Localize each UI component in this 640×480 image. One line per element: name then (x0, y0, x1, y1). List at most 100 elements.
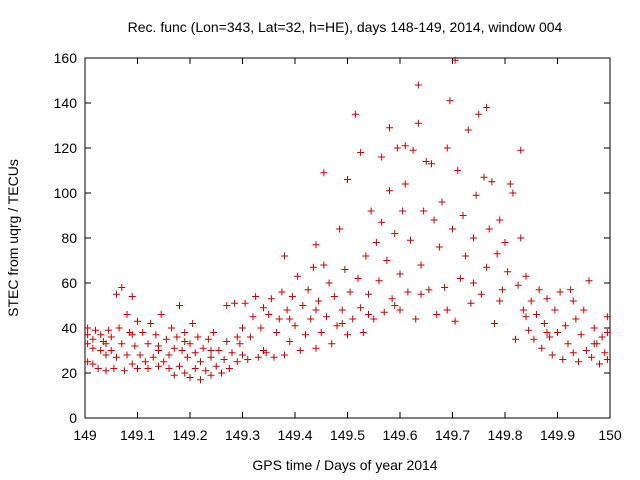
data-point (181, 329, 189, 336)
data-point (596, 360, 603, 368)
data-point (530, 335, 538, 343)
data-point (94, 365, 102, 372)
data-point (215, 347, 223, 354)
data-point (470, 279, 477, 287)
data-point (157, 311, 165, 318)
data-point (443, 144, 451, 152)
data-point (538, 344, 546, 352)
data-point (328, 340, 336, 348)
data-point (333, 322, 341, 330)
data-point (430, 216, 438, 224)
data-point (483, 104, 491, 111)
data-point (246, 333, 254, 341)
data-point (344, 176, 351, 183)
data-point (120, 367, 128, 375)
data-point (561, 322, 569, 330)
data-point (588, 353, 596, 361)
data-point (438, 198, 446, 206)
data-point (512, 335, 519, 343)
y-tick-label: 40 (61, 320, 77, 336)
data-point (483, 263, 491, 271)
y-tick-label: 0 (69, 410, 77, 426)
data-point (118, 340, 126, 348)
data-point (498, 286, 506, 294)
y-axis-label: STEC from uqrg / TECUs (5, 159, 21, 317)
data-point (220, 356, 228, 363)
data-point (493, 250, 501, 258)
data-point (543, 295, 551, 303)
data-point (370, 315, 378, 323)
x-tick-label: 149.9 (540, 427, 575, 443)
data-point (396, 306, 404, 314)
x-tick-label: 149.3 (225, 427, 260, 443)
data-point (207, 353, 215, 361)
data-point (197, 376, 204, 384)
data-point (446, 97, 454, 105)
data-point (89, 344, 97, 352)
data-point (477, 290, 485, 298)
data-point (590, 340, 598, 348)
data-point (496, 216, 504, 224)
data-point (286, 338, 294, 345)
data-point (236, 340, 244, 348)
data-point (312, 241, 320, 249)
data-point (409, 146, 417, 154)
data-point (320, 169, 328, 177)
data-point (254, 353, 262, 361)
data-point (168, 324, 176, 332)
data-point (144, 340, 152, 348)
data-point (176, 302, 183, 309)
data-point (540, 320, 548, 327)
data-point (202, 367, 210, 375)
data-point (97, 347, 105, 354)
data-point (312, 344, 320, 352)
data-point (522, 272, 530, 280)
data-point (525, 326, 533, 334)
data-point (281, 252, 288, 260)
data-point (102, 351, 110, 359)
data-point (286, 315, 294, 323)
data-point (249, 313, 257, 321)
data-point (178, 347, 186, 354)
data-point (84, 331, 92, 339)
data-point (233, 358, 241, 366)
x-axis-label: GPS time / Days of year 2014 (252, 457, 437, 473)
data-point (223, 302, 231, 309)
data-point (294, 272, 302, 280)
data-point (435, 243, 443, 251)
data-point (459, 212, 467, 219)
data-point (551, 306, 559, 314)
data-point (354, 275, 362, 282)
data-point (270, 353, 278, 361)
data-point (417, 290, 425, 298)
data-point (475, 110, 483, 118)
data-point (199, 344, 207, 352)
data-point (451, 56, 459, 64)
data-point (582, 347, 590, 354)
data-point (480, 173, 488, 181)
data-point (433, 311, 441, 318)
data-point (569, 297, 577, 305)
data-point (470, 234, 477, 242)
data-point (252, 293, 260, 300)
data-point (128, 360, 136, 368)
data-point (181, 369, 189, 377)
data-point (590, 324, 598, 332)
data-point (422, 158, 430, 165)
data-point (278, 288, 286, 296)
data-point (107, 347, 115, 354)
data-point (147, 320, 155, 327)
data-point (388, 295, 396, 303)
data-point (375, 277, 383, 285)
data-point (84, 340, 92, 348)
data-point (548, 351, 556, 359)
data-point (113, 290, 120, 298)
data-point (304, 286, 312, 294)
data-point (367, 207, 375, 215)
x-tick-label: 149.1 (120, 427, 155, 443)
data-point (414, 81, 422, 89)
y-tick-label: 80 (61, 230, 77, 246)
data-point (212, 362, 220, 370)
data-point (349, 315, 357, 323)
